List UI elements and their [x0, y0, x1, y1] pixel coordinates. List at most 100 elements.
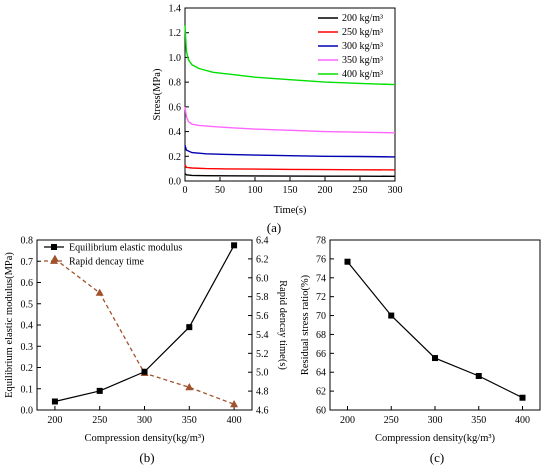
y-tick-label: 68	[316, 330, 326, 341]
y-right-tick-label: 4.6	[256, 406, 269, 417]
legend-label: 400 kg/m³	[342, 69, 383, 80]
y-tick-label: 0.2	[169, 152, 182, 163]
x-tick-label: 200	[47, 415, 62, 426]
x-tick-label: 0	[183, 185, 188, 196]
x-tick-label: 250	[384, 415, 399, 426]
panel-b: 200 250 300 350 400 0.0 0.1 0.2 0.3 0.4 0.5 0.6 0.7 0…	[4, 236, 288, 466]
y-tick-label: 1.2	[169, 28, 182, 39]
data-point-square	[432, 355, 438, 362]
panel-a: 0 50 100 150 200 250 300 0.0 0.2 0.4 0.6 0.8 1.0 1.2 1…	[152, 4, 403, 236]
legend-label: 350 kg/m³	[342, 55, 383, 66]
y-right-tick-label: 5.2	[256, 349, 269, 360]
x-tick-label: 150	[283, 185, 298, 196]
x-tick-label: 300	[137, 415, 152, 426]
y-right-tick-label: 5.6	[256, 311, 269, 322]
x-tick-label: 200	[340, 415, 355, 426]
legend-label: 200 kg/m³	[342, 13, 383, 24]
y-tick-label: 0.3	[21, 342, 34, 353]
y-tick-label: 70	[316, 311, 326, 322]
series-line	[184, 25, 396, 86]
legend-marker	[50, 256, 58, 264]
series-line	[184, 145, 396, 158]
x-tick-label: 200	[318, 185, 333, 196]
y-tick-label: 62	[316, 387, 326, 398]
y-tick-label: 78	[316, 236, 326, 247]
legend-label: Equilibrium elastic modulus	[69, 243, 182, 254]
y-axis-label: Residual stress ratio(%)	[300, 274, 311, 375]
data-point-square	[141, 368, 148, 375]
panel-label: (a)	[267, 220, 281, 235]
x-tick-label: 400	[515, 415, 530, 426]
y-tick-label: 0.6	[169, 102, 182, 113]
series-line	[184, 106, 396, 134]
plot-frame	[329, 239, 541, 411]
panel-label: (b)	[139, 450, 154, 465]
legend-marker	[51, 244, 57, 250]
legend-label: 300 kg/m³	[342, 41, 383, 52]
y-tick-label: 0.4	[21, 321, 34, 332]
y-right-tick-label: 6.4	[256, 236, 269, 247]
y-tick-label: 74	[316, 273, 326, 284]
series-line	[184, 173, 396, 177]
x-axis-label: Compression density(kg/m³)	[375, 433, 496, 444]
x-tick-label: 250	[92, 415, 107, 426]
x-tick-label: 400	[227, 415, 242, 426]
data-point-square	[186, 324, 193, 331]
legend-label: Rapid dencay time	[69, 257, 145, 268]
series-line	[54, 258, 235, 405]
y-tick-label: 0.5	[21, 299, 34, 310]
x-tick-label: 350	[471, 415, 486, 426]
y-right-tick-label: 6.2	[256, 254, 269, 265]
data-point-square	[96, 387, 103, 394]
y-tick-label: 0.8	[169, 78, 182, 89]
y-tick-label: 60	[316, 406, 326, 417]
y-axis-label: Equilibrium elastic modulus(MPa)	[4, 252, 15, 398]
panel-c: 200 250 300 350 400 60 62 64 66 68 70 72 74 76 78 Compr…	[300, 236, 541, 465]
y-tick-label: 76	[316, 254, 326, 265]
y-tick-label: 0.1	[21, 384, 34, 395]
y-right-tick-label: 5.4	[256, 330, 269, 341]
x-tick-label: 100	[248, 185, 263, 196]
y-tick-label: 0.8	[21, 236, 34, 247]
data-point-square	[51, 398, 58, 405]
y-tick-label: 0.7	[21, 257, 34, 268]
data-point-square	[388, 312, 395, 319]
y-tick-label: 66	[316, 349, 326, 360]
y-tick-label: 1.4	[169, 4, 182, 15]
data-point-square	[519, 394, 526, 401]
x-tick-label: 250	[353, 185, 368, 196]
series-line	[347, 261, 523, 399]
data-point-triangle	[230, 400, 239, 408]
x-axis-label: Time(s)	[274, 205, 307, 216]
x-tick-label: 50	[215, 185, 225, 196]
data-point-triangle	[95, 288, 104, 296]
y-tick-label: 0.6	[21, 278, 34, 289]
panel-label: (c)	[430, 450, 444, 465]
y-tick-label: 72	[316, 292, 326, 303]
legend-label: 250 kg/m³	[342, 27, 383, 38]
y-right-tick-label: 5.8	[256, 292, 269, 303]
data-point-square	[231, 242, 238, 249]
y-right-tick-label: 6.0	[256, 273, 269, 284]
y-tick-label: 1.0	[169, 53, 182, 64]
y-tick-label: 0.2	[21, 363, 34, 374]
x-axis-label: Compression density(kg/m³)	[84, 433, 205, 444]
y-tick-label: 0.0	[21, 406, 34, 417]
y-right-tick-label: 4.8	[256, 387, 269, 398]
data-point-square	[344, 258, 351, 265]
y-tick-label: 0.0	[169, 177, 182, 188]
series-line	[184, 164, 396, 171]
x-tick-label: 350	[182, 415, 197, 426]
y-axis-label: Stress(MPa)	[152, 68, 163, 120]
x-tick-label: 300	[428, 415, 443, 426]
data-point-square	[475, 373, 482, 379]
y-tick-label: 0.4	[169, 127, 182, 138]
y-right-tick-label: 5.0	[256, 368, 269, 379]
y-tick-label: 64	[316, 368, 326, 379]
x-tick-label: 300	[388, 185, 403, 196]
series-line	[54, 245, 235, 403]
y-right-axis-label: Rapid dencay time(s)	[277, 280, 288, 370]
data-point-triangle	[185, 383, 194, 391]
